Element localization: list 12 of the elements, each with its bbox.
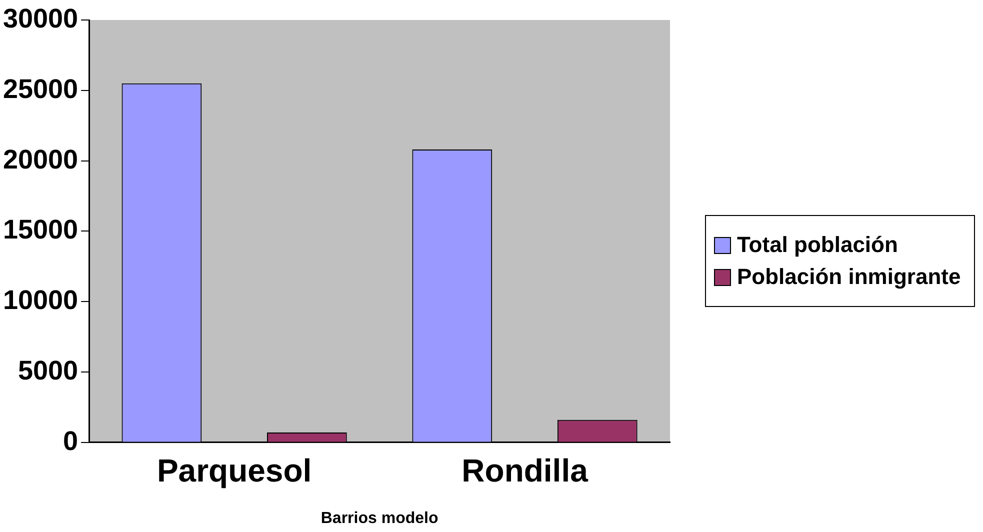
x-tick-label: Rondilla [462,452,588,488]
y-tick-label: 15000 [2,214,78,245]
y-tick-label: 30000 [2,3,78,34]
y-tick-label: 20000 [2,144,78,174]
y-tick-label: 0 [63,426,78,456]
x-axis-title: Barrios modelo [320,510,438,527]
y-tick-label: 25000 [2,74,78,104]
x-tick-label: Parquesol [156,452,312,488]
y-tick-label: 10000 [2,285,78,316]
y-tick-label: 5000 [18,355,78,386]
legend-label: Población inmigrante [737,264,961,290]
legend-label: Total población [737,232,898,258]
